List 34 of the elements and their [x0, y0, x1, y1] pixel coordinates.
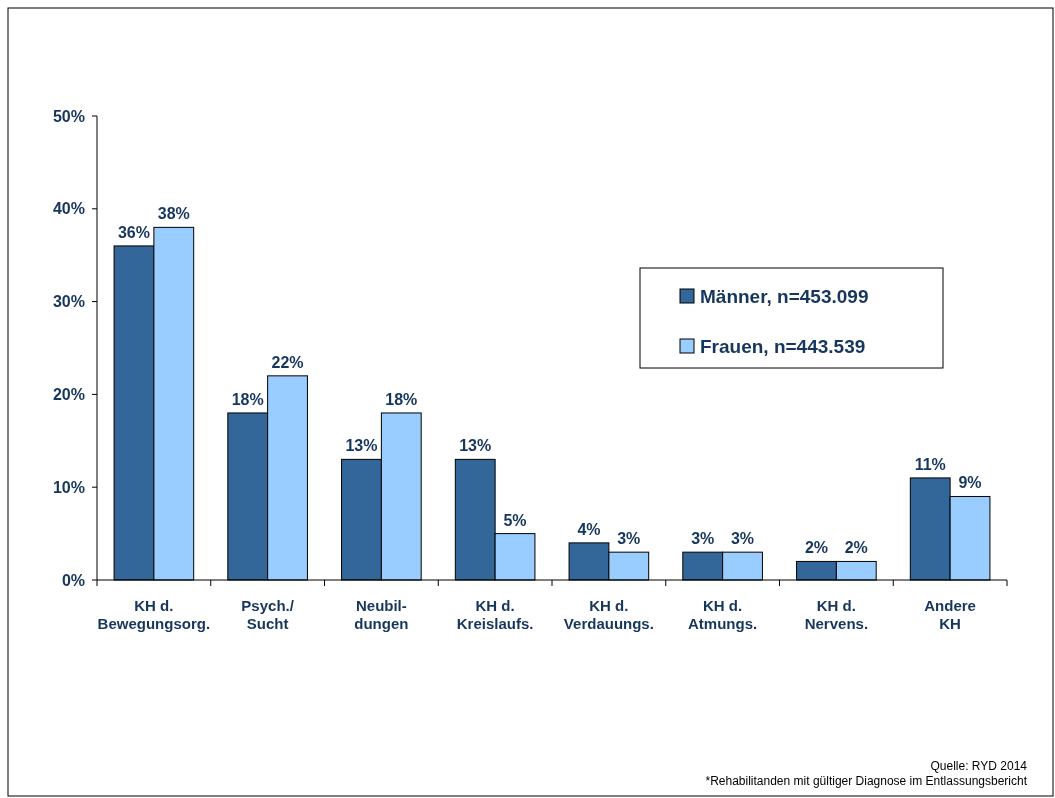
y-tick-label: 10%: [52, 478, 85, 496]
y-tick-label: 30%: [52, 293, 85, 311]
y-tick-label: 20%: [52, 386, 85, 403]
data-label: 13%: [459, 437, 492, 455]
data-label: 5%: [503, 511, 527, 529]
y-tick-label: 0%: [61, 571, 85, 589]
data-label: 2%: [844, 539, 868, 557]
y-tick-label: 40%: [52, 200, 85, 218]
legend-label: Männer, n=453.099: [700, 285, 869, 307]
x-tick-label: KH d. Bewegungsorg.: [97, 597, 211, 632]
data-label: 4%: [577, 520, 601, 538]
data-label: 9%: [958, 474, 982, 492]
data-label: 2%: [804, 539, 829, 557]
x-tick-label: KH d. Kreislaufs.: [456, 597, 534, 632]
y-tick-label: 50%: [52, 107, 85, 125]
data-label: 3%: [691, 530, 715, 548]
x-tick-label: KH d. Atmungs.: [688, 597, 758, 632]
data-label: 38%: [157, 205, 190, 223]
x-tick-label: KH d. Nervens.: [804, 597, 869, 632]
data-label: 22%: [271, 353, 304, 371]
data-label: 3%: [617, 530, 641, 548]
data-label: 36%: [117, 223, 150, 241]
x-tick-label: Psych./ Sucht: [241, 597, 295, 632]
data-label: 18%: [385, 390, 418, 408]
data-label: 3%: [730, 530, 755, 548]
data-label: 11%: [914, 455, 946, 473]
data-label: 13%: [345, 437, 378, 455]
source-note: Quelle: RYD 2014: [930, 759, 1028, 773]
data-label: 18%: [231, 390, 264, 408]
x-tick-label: Neubil- dungen: [354, 597, 409, 632]
legend-label: Frauen, n=443.539: [700, 335, 866, 357]
x-tick-label: Andere KH: [924, 597, 976, 632]
text: *Rehabilitanden mit gültiger Diagnose im Entlassungsbericht: [705, 774, 1028, 788]
x-tick-label: KH d. Verdauungs.: [563, 597, 654, 632]
